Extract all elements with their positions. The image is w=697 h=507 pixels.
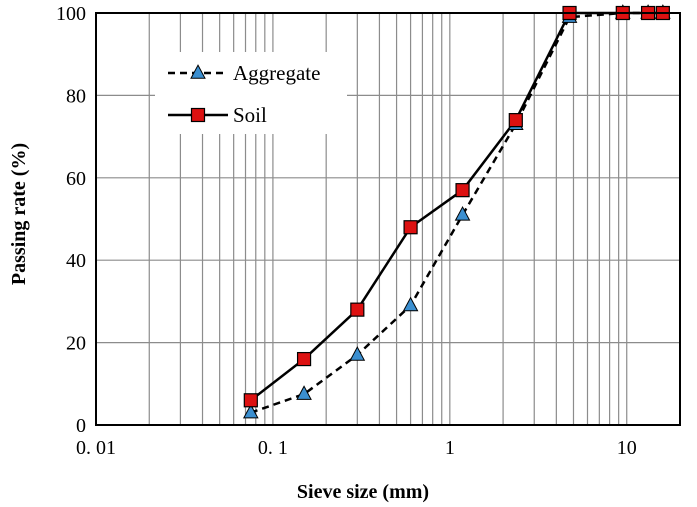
legend: Aggregate Soil [168, 61, 320, 127]
soil-point [243, 393, 258, 408]
aggregate-point [349, 346, 366, 361]
legend-label: Soil [233, 103, 267, 127]
aggregate-point [454, 206, 471, 221]
soil-point [350, 302, 365, 317]
x-tick-label: 0. 1 [258, 437, 288, 459]
y-tick-label: 40 [66, 250, 86, 272]
aggregate-point [402, 296, 419, 312]
x-axis-title: Sieve size (mm) [297, 481, 429, 503]
x-tick-label: 0. 01 [76, 437, 116, 459]
x-tick-label: 1 [445, 437, 455, 459]
aggregate-point [296, 385, 312, 400]
tick-labels: 0 20 40 60 80 100 0. 01 0. 1 1 10 [56, 3, 637, 459]
y-tick-label: 0 [76, 415, 86, 437]
x-tick-label: 10 [617, 437, 637, 459]
y-tick-label: 100 [56, 3, 86, 25]
plot-frame [95, 12, 681, 426]
soil-point [508, 113, 523, 128]
aggregate-point [190, 64, 206, 79]
soil-point [190, 107, 206, 123]
y-axis-title: Passing rate (%) [8, 143, 30, 285]
y-tick-label: 60 [66, 168, 86, 190]
aggregate-point [242, 403, 259, 419]
legend-label: Aggregate [233, 61, 320, 85]
y-tick-label: 20 [66, 333, 86, 355]
legend-box [155, 52, 347, 134]
soil-point [403, 220, 418, 235]
soil-point [296, 351, 312, 367]
legend-background [155, 52, 347, 134]
soil-point [455, 183, 470, 198]
y-tick-label: 80 [66, 85, 86, 107]
